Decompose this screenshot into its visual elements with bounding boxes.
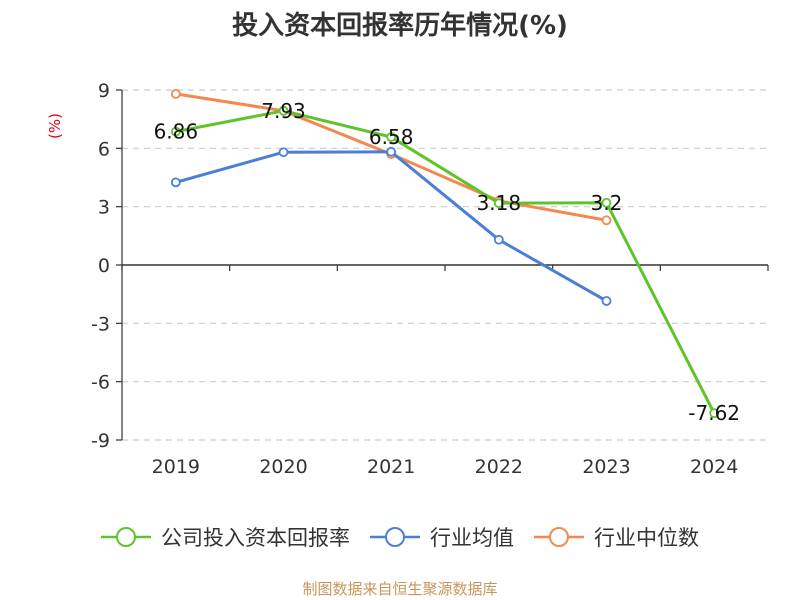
legend-marker-icon <box>385 527 405 547</box>
data-point <box>170 177 181 188</box>
y-tick-label: 0 <box>98 255 110 277</box>
legend-label: 公司投入资本回报率 <box>161 526 350 550</box>
y-axis-label: (%) <box>46 113 64 139</box>
legend-marker-icon <box>116 527 136 547</box>
legend: 公司投入资本回报率 行业均值 行业中位数 <box>101 526 699 550</box>
data-label: 6.86 <box>154 120 199 144</box>
legend-label: 行业中位数 <box>594 526 699 550</box>
data-labels: 6.86 7.93 6.58 3.18 3.2 -7.62 <box>154 99 740 425</box>
data-point <box>493 234 504 245</box>
y-tick-label: 9 <box>98 80 110 102</box>
data-label: 3.18 <box>477 191 522 215</box>
legend-item[interactable]: 公司投入资本回报率 <box>101 526 350 550</box>
axes: 9 6 3 0 -3 -6 -9 2019 2020 2021 2022 2023 2024 <box>91 80 769 478</box>
series-1 <box>170 105 720 419</box>
gridlines <box>122 89 768 441</box>
data-point <box>278 105 289 116</box>
legend-label: 行业均值 <box>430 526 514 550</box>
data-point <box>170 88 181 99</box>
legend-item[interactable]: 行业均值 <box>370 526 514 550</box>
data-point <box>386 146 397 157</box>
x-tick-label: 2022 <box>475 456 523 478</box>
data-point <box>170 126 181 137</box>
y-tick-label: 3 <box>98 197 110 219</box>
y-tick-label: -3 <box>91 313 110 335</box>
x-tick-label: 2020 <box>259 456 307 478</box>
chart-title: 投入资本回报率历年情况(%) <box>232 10 568 41</box>
data-point <box>601 215 612 226</box>
series-2 <box>170 146 612 306</box>
x-tick-label: 2021 <box>367 456 415 478</box>
data-label: -7.62 <box>688 401 740 425</box>
legend-marker-icon <box>549 527 569 547</box>
x-tick-label: 2024 <box>690 456 738 478</box>
y-tick-label: 6 <box>98 138 110 160</box>
series-line <box>175 150 608 303</box>
x-tick-label: 2023 <box>582 456 630 478</box>
data-point <box>386 132 397 142</box>
data-point <box>601 296 612 306</box>
legend-item[interactable]: 行业中位数 <box>534 526 699 550</box>
data-label: 6.58 <box>369 125 414 149</box>
x-tick-label: 2019 <box>152 456 200 478</box>
y-tick-label: -9 <box>91 430 110 452</box>
data-label: 3.2 <box>591 191 623 215</box>
data-point <box>601 197 612 208</box>
series-layer <box>170 88 720 419</box>
data-label: 7.93 <box>261 99 306 123</box>
source-note: 制图数据来自恒生聚源数据库 <box>302 580 497 598</box>
series-line <box>175 109 716 414</box>
data-point <box>278 147 289 158</box>
data-point <box>493 198 504 209</box>
y-tick-label: -6 <box>91 372 110 394</box>
data-point <box>709 408 720 419</box>
